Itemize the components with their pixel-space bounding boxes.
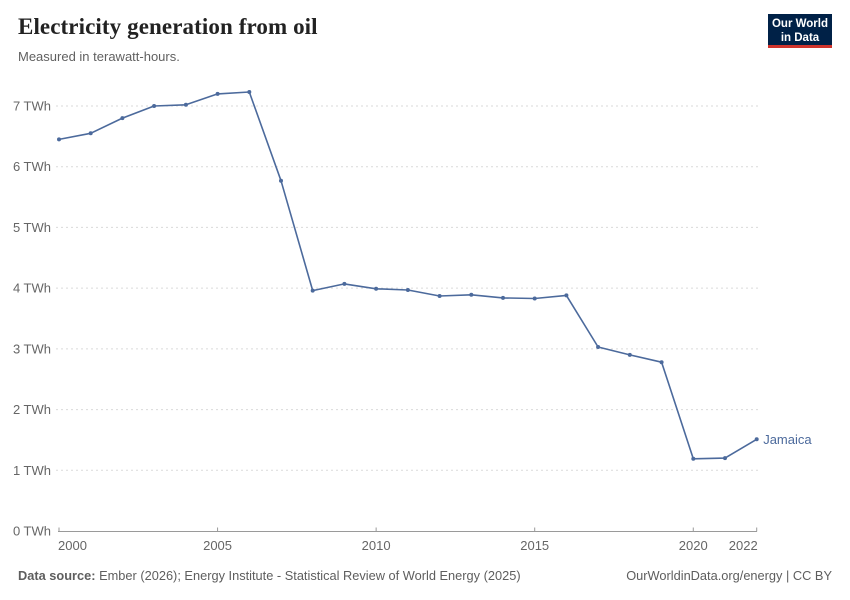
data-point: [469, 292, 474, 297]
data-point: [374, 286, 379, 291]
x-tick-label: 2010: [362, 538, 391, 553]
data-point: [691, 456, 696, 461]
attribution-license: OurWorldinData.org/energy | CC BY: [626, 568, 832, 583]
data-point: [627, 352, 632, 357]
owid-logo-line1: Our World: [771, 18, 828, 30]
owid-logo-line2: in Data: [780, 32, 820, 44]
data-source-label: Data source:: [18, 568, 96, 583]
y-tick-label: 0 TWh: [13, 524, 51, 539]
chart-title: Electricity generation from oil: [18, 14, 318, 39]
data-source-text: Ember (2026); Energy Institute - Statist…: [95, 568, 521, 583]
y-tick-label: 6 TWh: [13, 159, 51, 174]
data-point: [342, 281, 347, 286]
y-tick-label: 5 TWh: [13, 220, 51, 235]
data-point: [57, 137, 61, 142]
data-source-note: Data source: Ember (2026); Energy Instit…: [18, 568, 521, 583]
x-tick-label: 2015: [520, 538, 549, 553]
y-tick-label: 7 TWh: [13, 99, 51, 114]
y-tick-label: 1 TWh: [13, 463, 51, 478]
data-point: [120, 116, 125, 121]
chart-subtitle: Measured in terawatt-hours.: [18, 49, 180, 64]
data-point: [596, 345, 601, 349]
data-point: [152, 104, 157, 108]
data-line: [58, 91, 758, 460]
data-point: [247, 90, 252, 94]
chart-footer: Data source: Ember (2026); Energy Instit…: [18, 568, 832, 583]
y-tick-label: 2 TWh: [13, 402, 51, 417]
data-point: [279, 178, 283, 183]
x-tick-label: 2000: [58, 538, 87, 553]
data-point: [723, 456, 727, 461]
data-point: [532, 296, 537, 301]
data-point: [754, 437, 759, 442]
owid-logo[interactable]: Our World in Data: [768, 14, 832, 48]
data-point: [405, 288, 410, 292]
y-tick-label: 4 TWh: [13, 281, 51, 296]
data-point: [501, 295, 505, 300]
y-tick-label: 3 TWh: [13, 341, 51, 356]
data-point: [659, 360, 664, 365]
data-point: [564, 293, 569, 298]
data-point: [88, 131, 93, 136]
entity-label: Jamaica: [763, 432, 812, 447]
chart-header: Electricity generation from oil Measured…: [18, 14, 750, 64]
data-point: [215, 91, 220, 96]
x-tick-label: 2022: [729, 538, 758, 553]
data-point: [183, 102, 188, 107]
data-point: [437, 294, 442, 298]
x-tick-label: 2005: [203, 538, 232, 553]
x-tick-label: 2020: [679, 538, 708, 553]
data-point: [310, 288, 315, 293]
